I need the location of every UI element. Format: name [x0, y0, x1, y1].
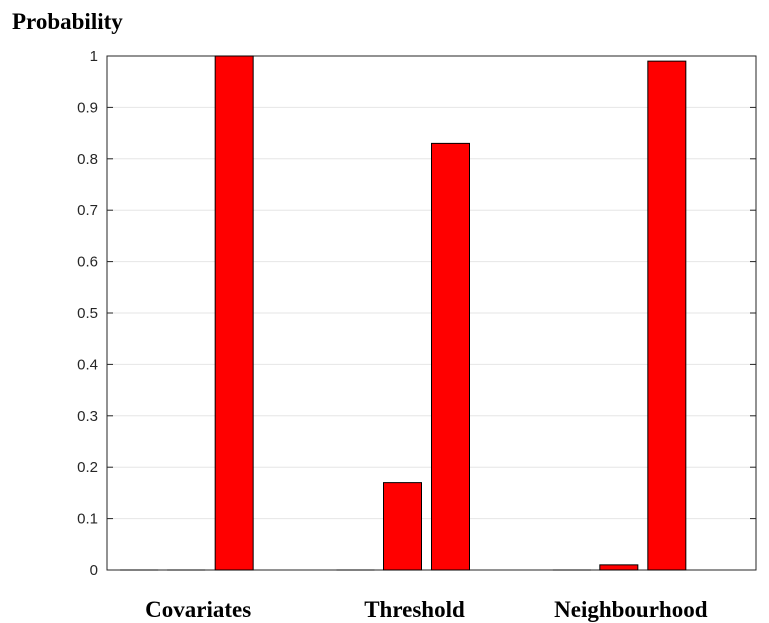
bars	[120, 55, 687, 571]
y-tick-label: 1	[90, 48, 98, 65]
bar	[647, 60, 687, 571]
y-axis-label: Probability	[12, 9, 123, 34]
y-tick-label: 0.6	[77, 254, 98, 271]
x-category-label: Covariates	[145, 597, 251, 622]
x-axis-labels: Covariates Threshold Neighbourhood	[145, 597, 708, 622]
bar	[431, 142, 470, 571]
y-tick-label: 0.9	[77, 99, 98, 116]
bar	[214, 55, 254, 571]
y-tick-label: 0.2	[77, 459, 98, 476]
y-tick-label: 0.8	[77, 151, 98, 168]
y-tick-label: 0.1	[77, 511, 98, 528]
y-tick-label: 0	[90, 562, 98, 579]
y-tick-label: 0.4	[77, 356, 98, 373]
y-tick-label: 0.3	[77, 408, 98, 425]
bar	[599, 564, 639, 571]
y-axis-ticks: 0 0.1 0.2 0.3 0.4 0.5 0.6 0.7 0.8 0.9 1	[77, 48, 756, 579]
y-tick-label: 0.5	[77, 305, 98, 322]
y-tick-label: 0.7	[77, 202, 98, 219]
x-category-label: Threshold	[364, 597, 465, 622]
x-category-label: Neighbourhood	[554, 597, 708, 622]
bar	[383, 482, 422, 571]
